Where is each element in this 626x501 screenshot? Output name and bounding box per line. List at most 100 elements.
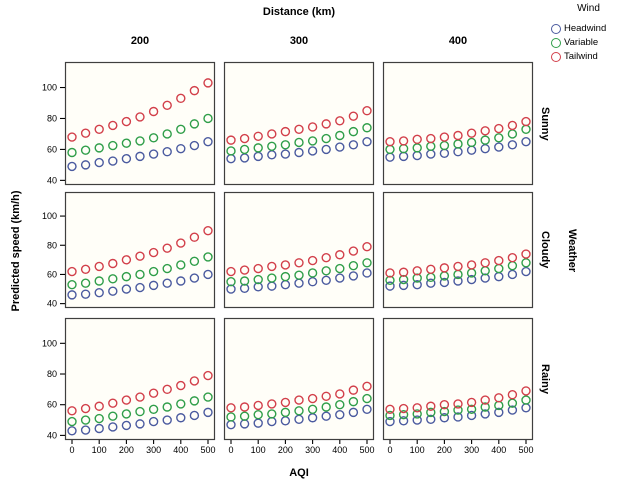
series-tailwind	[226, 242, 372, 277]
data-point-marker	[294, 124, 304, 135]
data-point-marker	[226, 412, 236, 422]
data-point-marker	[439, 277, 450, 288]
data-point-marker	[176, 260, 186, 270]
data-point-marker	[480, 126, 490, 136]
data-point-marker	[362, 136, 372, 147]
data-point-marker	[67, 161, 77, 172]
data-point-marker	[121, 395, 132, 405]
data-point-marker	[162, 402, 172, 412]
data-point-marker	[108, 156, 118, 166]
data-point-marker	[121, 284, 132, 294]
data-point-marker	[385, 404, 395, 415]
data-point-marker	[226, 403, 236, 413]
y-tick-label: 60	[47, 269, 57, 279]
data-point-marker	[280, 260, 291, 270]
data-point-marker	[67, 147, 77, 158]
data-point-marker	[80, 128, 91, 138]
data-point-marker	[80, 145, 91, 155]
column-header-300: 300	[289, 35, 309, 47]
data-point-marker	[480, 395, 490, 405]
data-point-marker	[67, 279, 77, 290]
data-point-marker	[348, 111, 359, 121]
data-point-marker	[521, 249, 531, 259]
data-point-marker	[135, 151, 145, 162]
data-point-marker	[494, 393, 504, 403]
series-tailwind	[385, 249, 531, 278]
panel-frame	[382, 191, 534, 309]
panel-frame	[382, 61, 534, 186]
column-header-200: 200	[130, 35, 150, 47]
data-point-marker	[362, 258, 372, 268]
data-point-marker	[226, 284, 236, 294]
data-point-marker	[294, 147, 304, 158]
data-point-marker	[94, 401, 104, 411]
panel-frame	[223, 191, 375, 309]
data-point-marker	[412, 403, 422, 413]
data-point-marker	[253, 143, 263, 153]
series-variable	[226, 258, 372, 287]
data-point-marker	[203, 136, 213, 147]
data-point-marker	[108, 411, 118, 421]
data-point-marker	[398, 267, 409, 277]
data-point-marker	[521, 136, 531, 147]
data-point-marker	[385, 416, 395, 427]
data-point-marker	[267, 399, 277, 409]
data-point-marker	[280, 126, 291, 137]
data-point-marker	[439, 400, 450, 410]
y-axis-label: Predicted speed (km/h)	[10, 190, 22, 312]
data-point-marker	[412, 266, 422, 276]
data-point-marker	[80, 403, 91, 414]
data-point-marker	[362, 393, 372, 404]
data-point-marker	[412, 134, 422, 145]
y-tick-label: 100	[42, 211, 57, 221]
x-tick-label: 300	[305, 445, 320, 455]
data-point-marker	[385, 268, 395, 278]
data-point-marker	[148, 388, 159, 398]
data-point-marker	[80, 425, 91, 435]
panel-frame	[382, 317, 534, 441]
series-tailwind	[385, 386, 531, 415]
data-point-marker	[239, 402, 250, 412]
data-point-marker	[176, 380, 186, 391]
data-point-marker	[280, 149, 291, 159]
data-point-marker	[239, 144, 250, 155]
data-point-marker	[307, 136, 318, 146]
data-point-marker	[439, 406, 450, 417]
data-point-marker	[398, 409, 409, 420]
legend-item-label: Variable	[564, 37, 599, 48]
data-point-marker	[466, 260, 477, 270]
data-point-marker	[121, 116, 132, 127]
data-point-marker	[398, 280, 409, 291]
data-point-marker	[494, 255, 504, 266]
data-point-marker	[135, 419, 145, 429]
data-point-marker	[67, 416, 77, 427]
panel-frame	[64, 61, 216, 186]
x-tick-label: 500	[518, 445, 533, 455]
data-point-marker	[176, 124, 186, 135]
data-point-marker	[466, 404, 477, 415]
legend-item-variable: Variable	[551, 37, 626, 48]
series-tailwind	[226, 106, 372, 145]
data-point-marker	[121, 255, 132, 265]
data-point-marker	[426, 401, 436, 411]
data-point-marker	[494, 407, 504, 418]
series-variable	[67, 252, 213, 290]
panel-frame	[64, 191, 216, 309]
data-point-marker	[294, 270, 304, 280]
row-header-rainy: Rainy	[539, 364, 551, 394]
y-tick-label: 100	[42, 83, 57, 93]
data-point-marker	[162, 129, 172, 139]
data-point-marker	[189, 410, 200, 421]
data-point-marker	[294, 406, 304, 416]
data-point-marker	[267, 409, 277, 419]
data-point-marker	[335, 273, 345, 283]
panel-cloudy-400	[382, 191, 534, 309]
data-point-marker	[453, 261, 463, 272]
data-point-marker	[280, 407, 291, 418]
data-point-marker	[203, 407, 213, 418]
data-point-marker	[321, 133, 331, 144]
y-tick-label: 40	[47, 175, 57, 185]
data-point-marker	[480, 409, 490, 419]
x-tick-label: 500	[200, 445, 215, 455]
data-point-marker	[307, 268, 318, 278]
